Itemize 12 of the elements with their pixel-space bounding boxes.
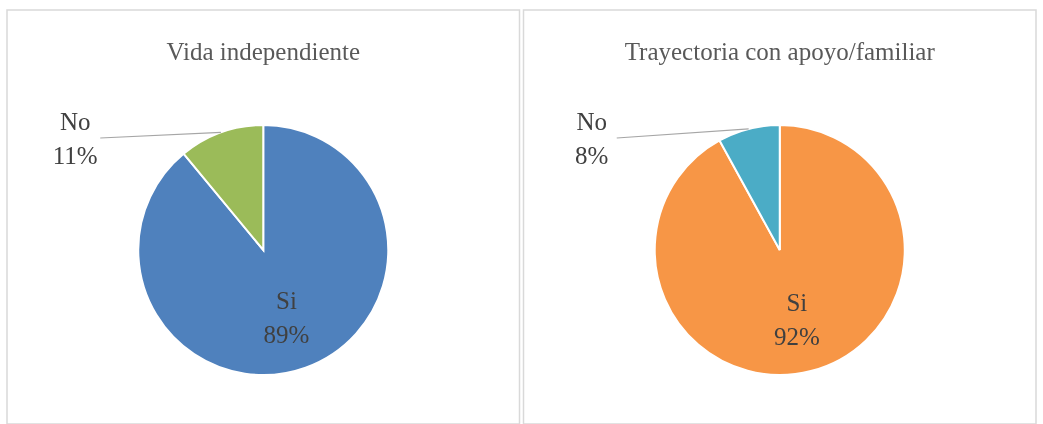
slice-label: Si <box>276 286 298 314</box>
chart-title: Trayectoria con apoyo/familiar <box>624 38 936 65</box>
slice-label: No <box>576 108 608 135</box>
pie-slice <box>137 124 390 376</box>
data-label: 8% <box>575 142 609 169</box>
slice-label: Si <box>786 288 808 316</box>
pie-slice <box>653 124 906 376</box>
slice-label: No <box>59 108 91 135</box>
data-label: 92% <box>773 322 820 350</box>
chart-title: Vida independiente <box>166 38 361 65</box>
data-label: 11% <box>52 142 98 169</box>
data-label: 89% <box>263 320 310 348</box>
